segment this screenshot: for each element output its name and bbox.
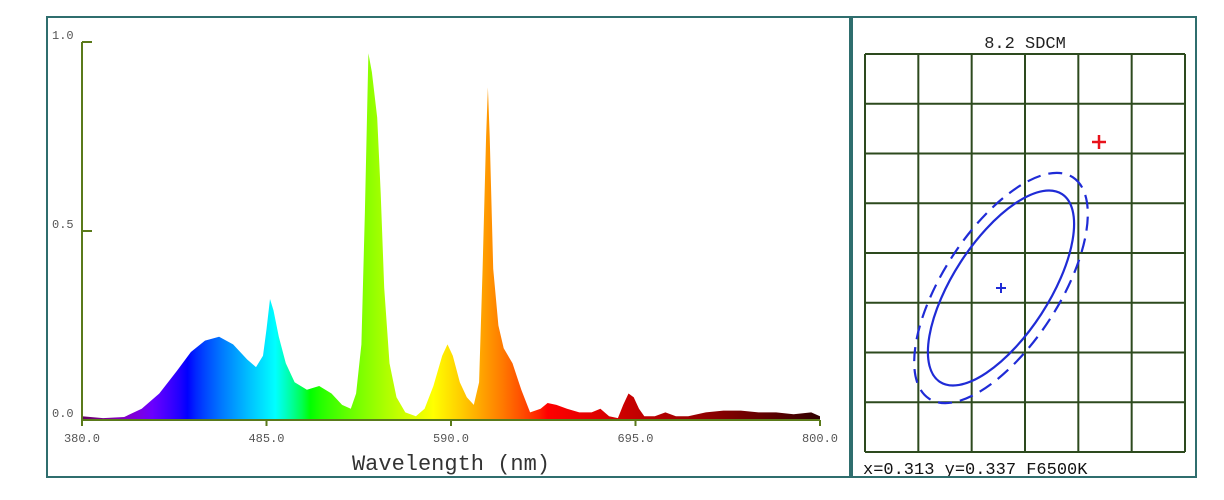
inner-tolerance-ellipse (926, 189, 1076, 387)
y-tick-label: 0.5 (52, 218, 74, 232)
x-tick-label: 695.0 (617, 432, 653, 446)
y-tick-label: 1.0 (52, 29, 74, 43)
x-tick-label: 380.0 (64, 432, 100, 446)
sdcm-title: 8.2 SDCM (984, 35, 1066, 54)
y-tick-label: 0.0 (52, 407, 74, 421)
spectrum-area (82, 53, 820, 421)
x-tick-label: 800.0 (802, 432, 838, 446)
spectrum-chart-panel: 0.0 0.5 1.0 380.0 485.0 590.0 695.0 800.0 Wavele… (46, 16, 851, 478)
chromaticity-readout: x=0.313 y=0.337 F6500K (863, 461, 1088, 476)
outer-tolerance-ellipse (913, 171, 1089, 405)
chromaticity-panel: 8.2 SDCM x=0.313 y=0.337 F6500K (851, 16, 1197, 478)
x-axis-label: Wavelength (nm) (352, 452, 550, 476)
spectrum-chart: 0.0 0.5 1.0 380.0 485.0 590.0 695.0 800.0 Wavele… (52, 29, 838, 476)
x-tick-label: 590.0 (433, 432, 469, 446)
x-tick-label: 485.0 (248, 432, 284, 446)
chromaticity-chart: 8.2 SDCM x=0.313 y=0.337 F6500K (863, 35, 1186, 476)
